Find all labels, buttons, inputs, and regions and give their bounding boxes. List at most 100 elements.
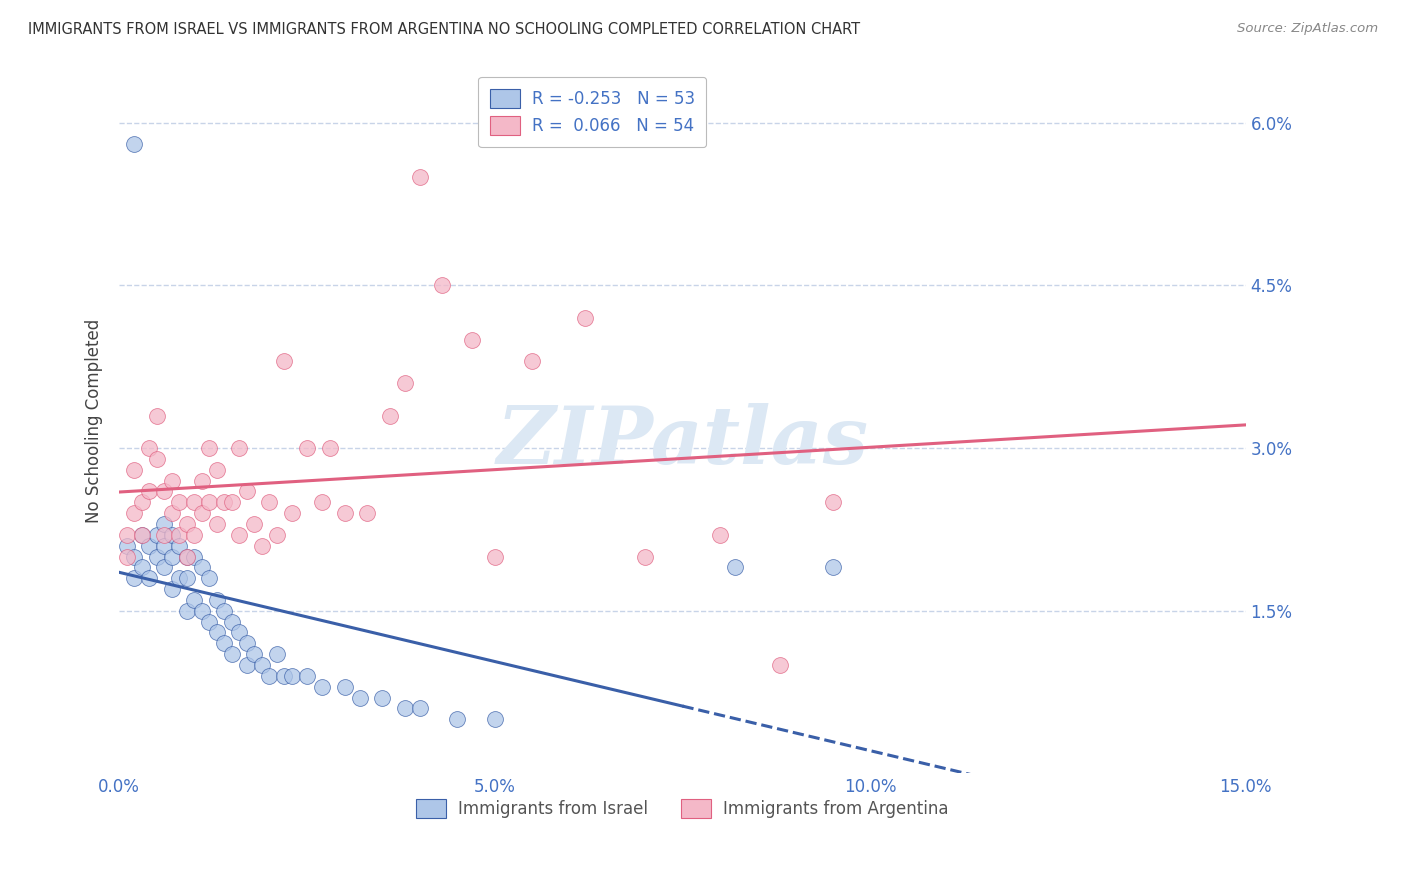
Point [176, 549, 198, 564]
Point [228, 625, 250, 640]
Point [198, 441, 221, 455]
Point [221, 647, 243, 661]
Point [153, 528, 176, 542]
Point [430, 278, 453, 293]
Point [183, 528, 205, 542]
Point [394, 376, 416, 390]
Point [205, 593, 228, 607]
Point [115, 539, 138, 553]
Point [228, 528, 250, 542]
Point [138, 539, 160, 553]
Point [124, 571, 146, 585]
Point [356, 506, 378, 520]
Point [153, 484, 176, 499]
Point [191, 474, 214, 488]
Point [191, 604, 214, 618]
Point [131, 495, 153, 509]
Point [408, 169, 430, 184]
Point [124, 506, 146, 520]
Point [138, 571, 160, 585]
Point [484, 549, 506, 564]
Point [250, 657, 273, 672]
Point [153, 516, 176, 531]
Point [484, 712, 506, 726]
Point [371, 690, 394, 705]
Point [821, 560, 844, 574]
Point [205, 625, 228, 640]
Point [266, 528, 288, 542]
Y-axis label: No Schooling Completed: No Schooling Completed [86, 318, 103, 523]
Point [169, 571, 191, 585]
Point [634, 549, 657, 564]
Point [709, 528, 731, 542]
Point [769, 657, 792, 672]
Point [236, 484, 259, 499]
Point [183, 593, 205, 607]
Point [236, 657, 259, 672]
Point [138, 441, 160, 455]
Point [146, 409, 169, 423]
Point [131, 560, 153, 574]
Point [160, 474, 183, 488]
Point [259, 495, 281, 509]
Point [124, 463, 146, 477]
Point [198, 571, 221, 585]
Point [124, 549, 146, 564]
Point [146, 528, 169, 542]
Point [311, 495, 333, 509]
Point [205, 463, 228, 477]
Point [183, 495, 205, 509]
Point [176, 604, 198, 618]
Point [160, 549, 183, 564]
Point [295, 669, 318, 683]
Point [131, 528, 153, 542]
Point [115, 528, 138, 542]
Point [281, 506, 304, 520]
Text: Source: ZipAtlas.com: Source: ZipAtlas.com [1237, 22, 1378, 36]
Point [153, 539, 176, 553]
Point [394, 701, 416, 715]
Point [191, 506, 214, 520]
Point [281, 669, 304, 683]
Point [228, 441, 250, 455]
Point [153, 560, 176, 574]
Point [176, 516, 198, 531]
Point [250, 539, 273, 553]
Point [378, 409, 401, 423]
Point [266, 647, 288, 661]
Point [311, 680, 333, 694]
Point [318, 441, 340, 455]
Point [259, 669, 281, 683]
Point [191, 560, 214, 574]
Point [243, 516, 266, 531]
Point [169, 539, 191, 553]
Point [205, 516, 228, 531]
Point [349, 690, 371, 705]
Point [295, 441, 318, 455]
Text: IMMIGRANTS FROM ISRAEL VS IMMIGRANTS FROM ARGENTINA NO SCHOOLING COMPLETED CORRE: IMMIGRANTS FROM ISRAEL VS IMMIGRANTS FRO… [28, 22, 860, 37]
Point [221, 615, 243, 629]
Point [169, 528, 191, 542]
Point [273, 354, 295, 368]
Point [160, 582, 183, 596]
Point [574, 310, 596, 325]
Point [146, 549, 169, 564]
Text: ZIPatlas: ZIPatlas [496, 403, 869, 481]
Point [146, 451, 169, 466]
Point [221, 495, 243, 509]
Point [115, 549, 138, 564]
Point [176, 571, 198, 585]
Point [214, 636, 236, 650]
Point [169, 495, 191, 509]
Point [821, 495, 844, 509]
Point [243, 647, 266, 661]
Point [446, 712, 468, 726]
Point [214, 495, 236, 509]
Point [273, 669, 295, 683]
Point [522, 354, 544, 368]
Legend: Immigrants from Israel, Immigrants from Argentina: Immigrants from Israel, Immigrants from … [409, 792, 955, 825]
Point [333, 506, 356, 520]
Point [138, 484, 160, 499]
Point [160, 528, 183, 542]
Point [408, 701, 430, 715]
